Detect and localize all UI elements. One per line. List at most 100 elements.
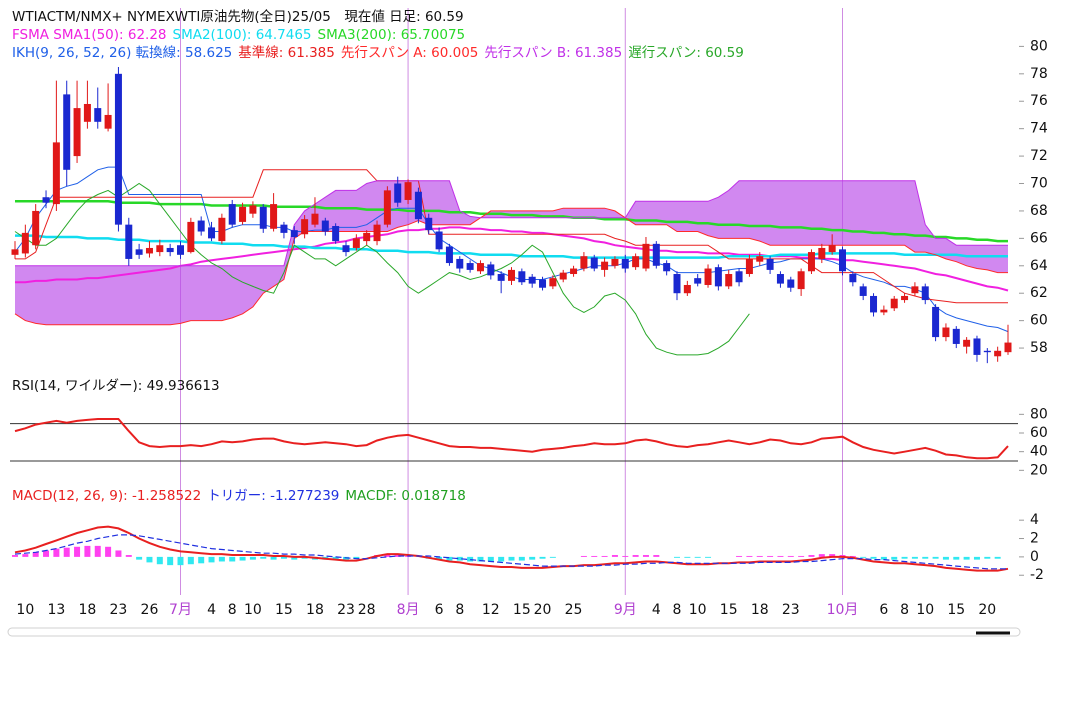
candle-body bbox=[932, 306, 940, 338]
histogram-bar bbox=[22, 554, 29, 557]
line bbox=[14, 182, 750, 356]
histogram-bar bbox=[115, 550, 122, 557]
histogram-bar bbox=[436, 556, 443, 560]
y-tick-label: 4 bbox=[1030, 512, 1039, 528]
y-tick-label: 20 bbox=[1030, 462, 1048, 478]
candle-body bbox=[663, 263, 671, 272]
histogram-bar bbox=[487, 556, 494, 562]
histogram-bar bbox=[125, 555, 132, 557]
histogram-bar bbox=[43, 550, 50, 557]
candle-body bbox=[745, 258, 753, 275]
legend-entry: 先行スパン B: 61.385 bbox=[484, 45, 622, 61]
candle-body bbox=[94, 108, 102, 122]
y-tick-label: 58 bbox=[1030, 340, 1048, 356]
y-tick-label: 64 bbox=[1030, 258, 1048, 274]
x-tick-label: 18 bbox=[751, 602, 769, 618]
candle-body bbox=[187, 221, 195, 253]
histogram-bar bbox=[736, 555, 743, 557]
candle-body bbox=[518, 271, 526, 283]
histogram-bar bbox=[394, 555, 401, 557]
y-tick-label: 0 bbox=[1030, 549, 1039, 565]
legend-entry: SMA2(100): 64.7465 bbox=[173, 27, 312, 43]
histogram-bar bbox=[63, 547, 70, 557]
x-tick-label: 26 bbox=[141, 602, 159, 618]
candle-body bbox=[921, 286, 929, 301]
histogram-bar bbox=[477, 556, 484, 562]
histogram-bar bbox=[911, 556, 918, 559]
candle-body bbox=[632, 256, 640, 268]
histogram-bar bbox=[146, 556, 153, 563]
legend-entry: MACDF: 0.018718 bbox=[345, 488, 465, 504]
layer-marks bbox=[11, 66, 1012, 572]
histogram-bar bbox=[808, 555, 815, 557]
candle-body bbox=[539, 279, 547, 288]
candle-body bbox=[611, 258, 619, 266]
candle-body bbox=[580, 256, 588, 269]
candle-body bbox=[983, 350, 991, 353]
histogram-bar bbox=[653, 555, 660, 557]
candle-body bbox=[704, 268, 712, 285]
candle-body bbox=[839, 249, 846, 272]
histogram-bar bbox=[694, 556, 701, 558]
candle-body bbox=[270, 204, 278, 229]
y-tick-label: 72 bbox=[1030, 148, 1048, 164]
legend: FSMA SMA1(50): 62.28 SMA2(100): 64.7465 SM… bbox=[12, 27, 465, 43]
x-tick-label: 12 bbox=[482, 602, 500, 618]
histogram-bar bbox=[973, 556, 980, 560]
histogram-bar bbox=[674, 556, 680, 558]
candle-body bbox=[570, 268, 578, 275]
x-tick-label: 6 bbox=[879, 602, 888, 618]
candle-body bbox=[394, 183, 402, 203]
x-tick-label: 9月 bbox=[614, 602, 637, 618]
histogram-bar bbox=[270, 556, 277, 560]
candle-body bbox=[487, 264, 495, 276]
x-tick-label: 10 bbox=[16, 602, 34, 618]
candle-body bbox=[694, 278, 702, 284]
legend-entry: 先行スパン A: 60.005 bbox=[341, 45, 479, 61]
y-tick-label: 66 bbox=[1030, 230, 1048, 246]
candle-body bbox=[63, 94, 71, 170]
y-tick-label: 68 bbox=[1030, 203, 1048, 219]
candle-body bbox=[952, 328, 960, 344]
candle-body bbox=[280, 224, 288, 233]
line bbox=[14, 207, 1008, 326]
y-tick-label: 40 bbox=[1030, 444, 1048, 460]
legend-entry: トリガー: -1.277239 bbox=[207, 488, 339, 504]
candle-body bbox=[42, 197, 50, 203]
candle-body bbox=[414, 191, 422, 220]
legend-entry: MACD(12, 26, 9): -1.258522 bbox=[12, 488, 201, 504]
x-tick-label: 23 bbox=[110, 602, 128, 618]
histogram-bar bbox=[529, 556, 536, 560]
y-tick-label: 80 bbox=[1030, 406, 1048, 422]
candle-body bbox=[352, 238, 360, 248]
histogram-bar bbox=[353, 556, 360, 559]
candle-body bbox=[683, 284, 691, 294]
histogram-bar bbox=[136, 556, 143, 560]
candle-body bbox=[311, 213, 319, 225]
histogram-bar bbox=[684, 556, 691, 558]
histogram-bar bbox=[167, 556, 174, 566]
candle-body bbox=[859, 286, 867, 296]
candle-body bbox=[259, 206, 267, 229]
candle-body bbox=[590, 257, 598, 269]
x-tick-label: 8 bbox=[228, 602, 237, 618]
x-tick-label: 6 bbox=[435, 602, 444, 618]
histogram-bar bbox=[984, 556, 991, 559]
x-tick-label: 7月 bbox=[169, 602, 192, 618]
candle-body bbox=[549, 278, 557, 287]
histogram-bar bbox=[94, 545, 101, 557]
x-tick-label: 15 bbox=[275, 602, 293, 618]
candle-body bbox=[828, 245, 836, 253]
scrollbar[interactable] bbox=[7, 627, 1021, 637]
candle-body bbox=[559, 272, 567, 280]
histogram-bar bbox=[798, 555, 805, 557]
histogram-bar bbox=[642, 555, 649, 557]
histogram-bar bbox=[467, 556, 474, 562]
x-tick-label: 8 bbox=[900, 602, 909, 618]
candle-body bbox=[994, 350, 1002, 357]
candle-body bbox=[114, 73, 122, 225]
candle-body bbox=[373, 224, 381, 242]
y-tick-label: 76 bbox=[1030, 93, 1048, 109]
histogram-bar bbox=[218, 556, 225, 562]
